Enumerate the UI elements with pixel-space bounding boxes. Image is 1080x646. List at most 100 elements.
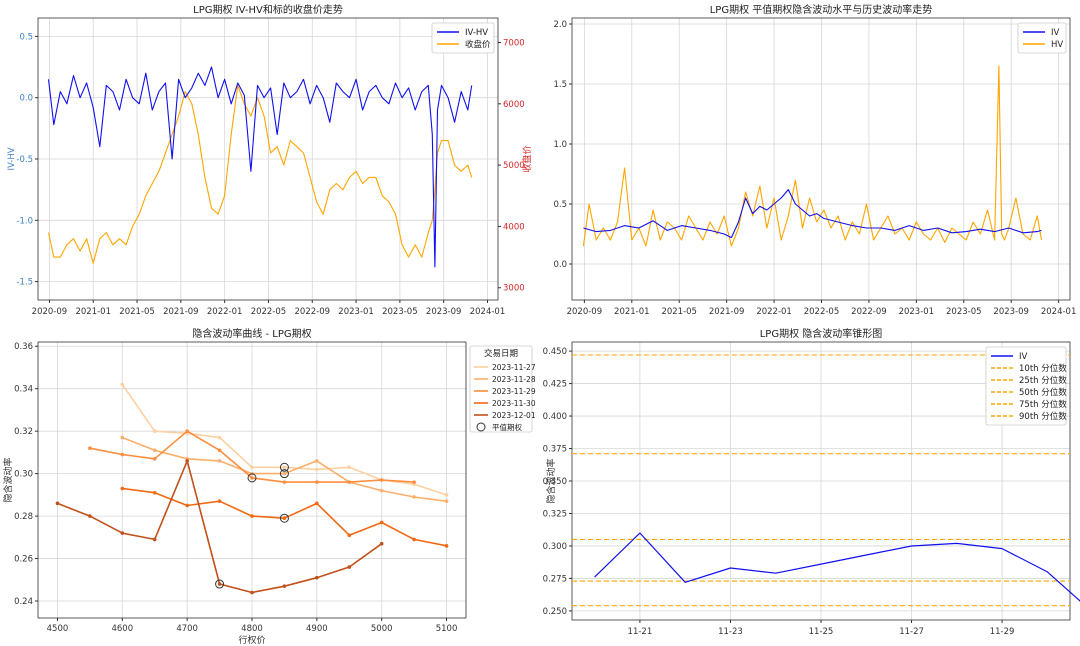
smile-data-point	[379, 478, 384, 482]
plot-frame	[37, 17, 499, 301]
y-tick-label: 0.32	[14, 427, 33, 437]
legend-label: 收盘价	[465, 39, 491, 50]
smile-data-point	[379, 520, 384, 525]
x-tick-label: 2021-05	[661, 307, 697, 317]
legend-label: 2023-11-30	[492, 399, 536, 408]
smile-data-point	[185, 459, 189, 463]
smile-data-point	[152, 429, 157, 433]
legend-swatch	[476, 422, 486, 432]
legend-box	[431, 22, 495, 54]
x-tick-label: 2021-01	[75, 307, 111, 317]
chart-title: 隐含波动率曲线 - LPG期权	[192, 327, 311, 340]
smile-series-line	[57, 460, 383, 594]
legend-label: 2023-11-28	[492, 375, 536, 384]
chart-atm-iv-hv: 2020-09 2021-01 2021-05 2021-09 2022-01 2022-…	[553, 3, 1076, 317]
legend-label: IV-HV	[465, 28, 488, 38]
x-tick-label: 2022-05	[251, 307, 287, 317]
iv-hv-series-line	[47, 66, 473, 268]
smile-data-point	[185, 429, 189, 433]
x-tick-label: 2023-01	[338, 307, 374, 317]
y-tick-label: 1.5	[553, 80, 567, 90]
x-tick-label: 5100	[436, 624, 458, 634]
x-tick-label: 4500	[47, 624, 69, 634]
smile-data-point	[379, 488, 384, 493]
smile-data-point	[282, 516, 287, 521]
y-tick-label: 0.300	[543, 542, 567, 552]
x-axis-label: 行权价	[238, 634, 265, 646]
y-tick-label: 0.5	[19, 32, 33, 42]
x-tick-label: 2022-05	[804, 307, 840, 317]
atm-option-marker	[279, 469, 289, 479]
y-tick-label: 2.0	[553, 20, 567, 30]
smile-data-point	[217, 499, 222, 504]
smile-data-point	[152, 456, 157, 461]
smile-series-line	[121, 384, 447, 496]
y-tick-label: 1.0	[553, 140, 567, 150]
smile-data-point	[88, 514, 92, 518]
x-tick-label: 2021-09	[163, 307, 199, 317]
legend-label: 75th 分位数	[1019, 399, 1067, 410]
legend-title: 交易日期	[484, 348, 518, 359]
chart-title: LPG期权 IV-HV和标的收盘价走势	[193, 3, 343, 16]
x-tick-label: 2023-05	[946, 307, 982, 317]
smile-data-point	[347, 565, 352, 569]
legend-label: HV	[1051, 40, 1063, 50]
atm-option-marker	[279, 513, 289, 523]
legend-label: IV	[1051, 28, 1060, 38]
chart-title: LPG期权 平值期权隐含波动水平与历史波动率走势	[710, 3, 933, 16]
x-tick-label: 2023-01	[899, 307, 935, 317]
x-tick-label: 11-21	[628, 627, 653, 637]
chart-iv-cone: 11-2111-2311-2511-2711-2912-010.4500.425…	[543, 327, 1080, 637]
x-tick-label: 2022-09	[851, 307, 887, 317]
plot-frame	[571, 341, 1071, 621]
smile-data-point	[152, 490, 157, 495]
x-tick-label: 2022-09	[295, 307, 331, 317]
chart-iv-smile: 4500 4600 4700 4800 4900 5000 5100 0.36 0.34 0.32…	[2, 327, 536, 646]
legend-label: 2023-11-27	[492, 363, 536, 372]
legend-label: 90th 分位数	[1019, 411, 1067, 422]
smile-data-point	[444, 493, 449, 497]
legend-label: 2023-11-29	[492, 387, 536, 396]
y-tick-label: 0.350	[543, 477, 567, 487]
y2-tick-label: 6000	[503, 100, 525, 110]
y-tick-label: -1.0	[16, 216, 33, 226]
chart-iv-hv-price: 2020-09 2021-01 2021-05 2021-09 2022-01 2022-…	[7, 3, 533, 317]
legend-label: 10th 分位数	[1019, 363, 1067, 374]
y-axis-label: IV-HV	[7, 147, 17, 170]
smile-data-point	[315, 459, 319, 463]
x-tick-label: 4800	[241, 624, 263, 634]
y-tick-label: 0.375	[543, 445, 567, 455]
smile-data-point	[347, 533, 352, 537]
smile-data-point	[347, 480, 352, 484]
smile-data-point	[315, 575, 319, 580]
iv-series-line	[583, 189, 1042, 239]
legend-label: 平值期权	[492, 422, 522, 432]
x-tick-label: 2022-01	[756, 307, 792, 317]
smile-data-point	[347, 465, 352, 470]
y-tick-label: 0.275	[543, 574, 567, 584]
smile-data-point	[250, 514, 254, 518]
smile-data-point	[282, 480, 287, 484]
plot-frame	[571, 17, 1071, 301]
atm-option-marker	[247, 473, 257, 483]
x-tick-label: 2021-01	[614, 307, 650, 317]
legend-label: 50th 分位数	[1019, 387, 1067, 398]
y-tick-label: 0.250	[543, 607, 567, 617]
atm-option-marker	[215, 579, 225, 589]
smile-data-point	[120, 452, 125, 457]
smile-data-point	[315, 501, 319, 506]
y2-tick-label: 3000	[503, 284, 525, 294]
smile-data-point	[185, 503, 189, 508]
smile-data-point	[250, 465, 254, 470]
y2-tick-label: 7000	[503, 39, 525, 49]
y2-axis-label: 收盘价	[521, 145, 533, 172]
x-tick-label: 11-27	[899, 627, 924, 637]
x-tick-label: 2021-05	[119, 307, 155, 317]
x-tick-label: 11-23	[718, 627, 743, 637]
x-tick-label: 11-29	[990, 627, 1015, 637]
y2-tick-label: 5000	[503, 161, 525, 171]
smile-data-point	[379, 541, 384, 546]
x-tick-label: 5000	[371, 624, 393, 634]
smile-data-point	[217, 459, 222, 463]
